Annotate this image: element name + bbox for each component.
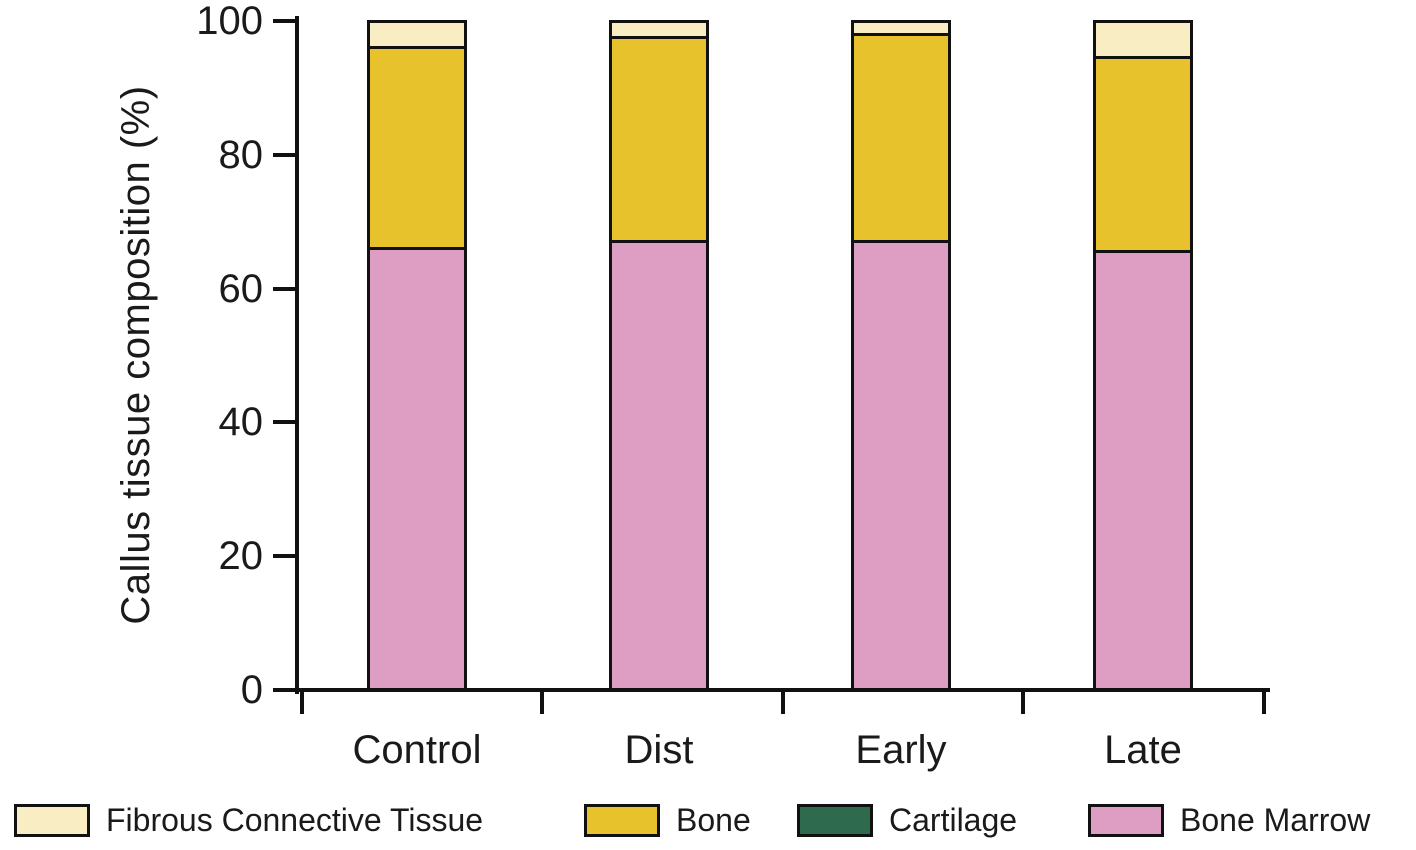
x-category-label: Late [1104,728,1182,772]
bar-outline [367,20,467,691]
bar-segment-fibrous-connective-tissue [1094,21,1192,58]
bar-segment-divider [610,240,708,244]
bar-segment-fibrous-connective-tissue [610,21,708,38]
y-tick-mark [273,286,295,291]
x-tick-mark [781,688,785,714]
legend-item-bone: Bone [584,800,751,840]
bar-segment-divider [1094,56,1192,60]
bar-segment-bone-marrow [610,241,708,690]
bar-outline [1093,20,1193,691]
y-tick-mark [273,19,295,23]
y-tick-label: 60 [218,266,264,311]
bar-segment-divider [1094,250,1192,254]
legend-label: Cartilage [889,802,1018,838]
y-tick-mark [273,152,295,157]
bar-segment-bone [1094,57,1192,252]
bar-segment-bone-marrow [368,248,466,690]
y-axis-line [295,16,299,694]
x-tick-mark [300,688,304,714]
bar-segment-divider [852,240,950,244]
x-tick-mark [1021,688,1025,714]
bar-segment-divider [368,246,466,250]
legend-label: Bone Marrow [1180,802,1371,838]
legend-label: Fibrous Connective Tissue [106,802,484,838]
y-tick-mark [273,420,295,425]
bar-outline [851,20,951,691]
legend-swatch-fibrous-connective-tissue [14,803,90,837]
legend-swatch-bone-marrow [1088,803,1164,837]
legend-swatch-cartilage [797,803,873,837]
y-tick-label: 80 [218,132,264,177]
y-tick-label: 40 [218,400,264,445]
bar-segment-bone-marrow [852,241,950,690]
x-category-label: Dist [624,728,694,772]
bar-segment-divider [610,36,708,40]
legend-item-bone-marrow: Bone Marrow [1088,800,1370,840]
bar-segment-bone-marrow [1094,251,1192,690]
legend-item-cartilage: Cartilage [797,800,1017,840]
x-category-label: Early [855,728,947,772]
bar-segment-bone [368,47,466,249]
bar-outline [609,20,709,691]
y-tick-mark [273,554,295,559]
x-tick-mark [1262,688,1266,714]
x-category-label: Control [352,728,482,772]
bar-segment-fibrous-connective-tissue [852,21,950,35]
y-axis-title: Callus tissue composition (%) [114,85,158,625]
bar-segment-divider [852,32,950,36]
y-tick-label: 20 [218,534,264,579]
bar-segment-bone [610,37,708,242]
y-tick-mark [273,688,295,692]
y-tick-label: 100 [196,0,263,43]
legend-label: Bone [676,802,751,838]
legend-item-fibrous-connective-tissue: Fibrous Connective Tissue [14,800,483,840]
bar-segment-bone [852,34,950,242]
y-tick-label: 0 [240,668,263,712]
bar-segment-fibrous-connective-tissue [368,21,466,48]
bar-segment-divider [368,46,466,50]
legend-swatch-bone [584,803,660,837]
x-tick-mark [540,688,544,714]
